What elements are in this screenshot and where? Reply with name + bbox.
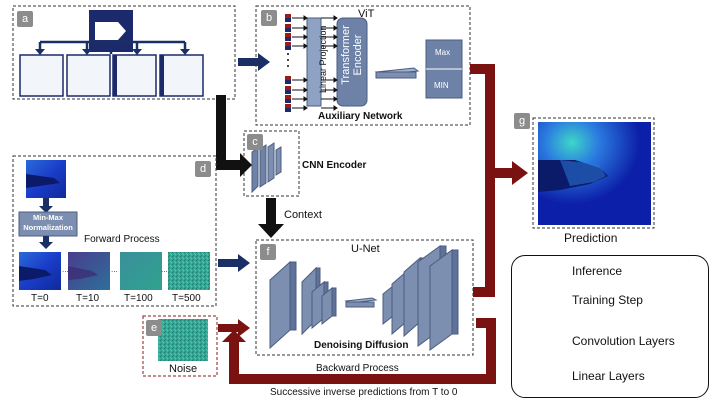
token-embedding — [285, 95, 291, 103]
legend-linear-label: Linear Layers — [572, 369, 645, 383]
cnn-encoder-label: CNN Encoder — [302, 160, 367, 171]
token-embedding — [285, 86, 291, 94]
transformer-encoder-label: Transformer Encoder — [340, 25, 364, 85]
training-arrow-a-to-b — [238, 53, 270, 71]
svg-text:...: ... — [161, 265, 168, 274]
vit-linear-layer — [375, 71, 417, 79]
inference-arrow-unet-to-prediction — [473, 178, 495, 297]
token-embedding — [285, 42, 291, 50]
noise-label: Noise — [169, 363, 198, 375]
min-label: MIN — [434, 81, 449, 90]
max-label: Max — [435, 48, 451, 57]
prediction-box — [532, 117, 655, 229]
image-patches — [19, 54, 204, 97]
linear-projection-label: Linear Projection — [318, 25, 328, 93]
transformer-encoder-block — [336, 17, 368, 107]
context-label: Context — [284, 209, 322, 221]
step-label-t10: T=10 — [76, 293, 100, 304]
token-embedding — [285, 104, 291, 112]
inference-arrow-vit-to-prediction — [470, 64, 528, 185]
token-embedding — [285, 76, 291, 84]
badge-e: e — [146, 320, 162, 336]
token-embedding — [285, 33, 291, 41]
step-label-t500: T=500 — [172, 293, 201, 304]
backward-process-loop — [222, 318, 496, 384]
legend-training-label: Training Step — [572, 293, 643, 307]
noise-image — [158, 319, 208, 361]
context-arrow — [258, 198, 284, 238]
vit-box — [255, 5, 471, 126]
vit-title: ViT — [358, 8, 375, 20]
auxiliary-network-caption: Auxiliary Network — [318, 111, 403, 122]
forward-process-title: Forward Process — [84, 234, 160, 245]
legend — [511, 255, 709, 398]
min-max-label: Min-Max Normalization — [23, 213, 73, 232]
backward-process-title: Backward Process — [316, 363, 399, 374]
forward-process-box — [12, 155, 217, 307]
svg-text:...: ... — [62, 265, 69, 274]
step-label-t100: T=100 — [124, 293, 153, 304]
linear-projection-layer — [306, 17, 322, 107]
badge-g: g — [514, 113, 530, 129]
patch-split-arrows — [38, 40, 187, 54]
unet-title: U-Net — [351, 243, 380, 255]
unet-box — [255, 239, 474, 356]
legend-conv-label: Convolution Layers — [572, 334, 675, 348]
training-arrow-d-to-f — [218, 254, 250, 272]
legend-inference-label: Inference — [572, 264, 623, 278]
step-label-t0: T=0 — [31, 293, 49, 304]
forward-step-images — [19, 252, 210, 290]
min-max-normalization-block — [18, 211, 78, 237]
unet-layers — [269, 245, 459, 351]
badge-b: b — [261, 10, 277, 26]
noise-box — [142, 315, 218, 377]
badge-f: f — [260, 244, 276, 260]
svg-text:...: ... — [111, 265, 118, 274]
token-embedding — [285, 24, 291, 32]
badge-c: c — [247, 134, 263, 150]
prediction-label: Prediction — [564, 231, 618, 245]
token-embeddings — [285, 14, 291, 112]
token-embedding — [285, 14, 291, 22]
badge-a: a — [17, 11, 33, 27]
badge-d: d — [195, 161, 211, 177]
cnn-encoder-layers — [251, 142, 282, 194]
inference-arrow-e-to-f — [218, 319, 250, 337]
backward-process-subtitle: Successive inverse predictions from T to… — [270, 387, 458, 398]
input-patches-box — [12, 5, 236, 100]
inference-black-arrow-a-to-c — [216, 95, 252, 177]
denoising-diffusion-caption: Denoising Diffusion — [314, 340, 409, 351]
